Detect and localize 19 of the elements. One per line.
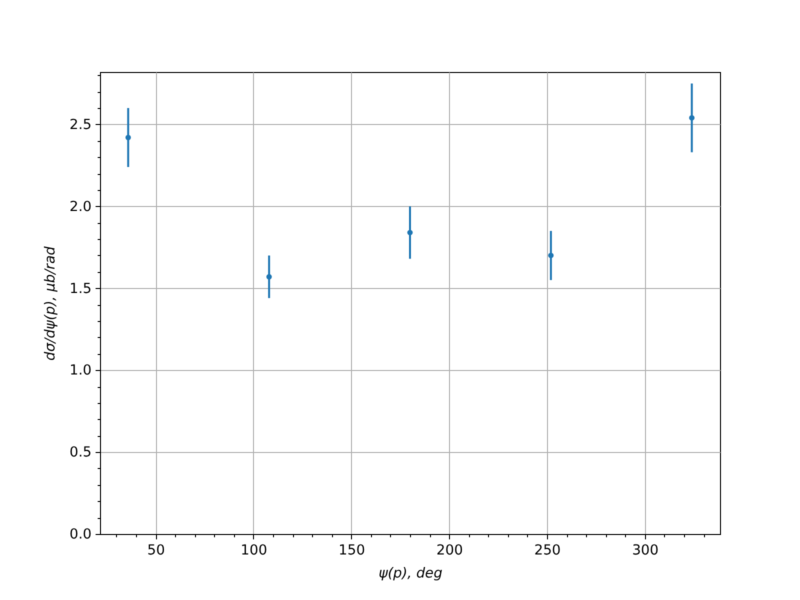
y-tick-label: 0.5 [70, 444, 92, 461]
y-tick-label: 2.0 [70, 198, 92, 215]
point [407, 230, 413, 236]
point [266, 274, 272, 280]
y-axis-title: dσ/dψ(p), μb/rad [42, 246, 59, 361]
y-tick-label: 1.5 [70, 280, 92, 297]
point [125, 134, 131, 140]
x-tick-label: 100 [240, 542, 268, 558]
x-tick-label: 150 [338, 542, 366, 558]
x-tick-label: 200 [436, 542, 463, 558]
x-tick-label: 300 [632, 542, 659, 558]
point [689, 115, 695, 121]
x-axis-title: ψ(p), deg [378, 565, 443, 582]
x-tick-label: 250 [534, 542, 561, 558]
y-tick-label: 1.0 [70, 362, 92, 379]
point [548, 252, 554, 258]
y-tick-label: 0.0 [70, 526, 92, 542]
x-tick-label: 50 [147, 542, 165, 558]
y-tick-label: 2.5 [70, 116, 92, 133]
